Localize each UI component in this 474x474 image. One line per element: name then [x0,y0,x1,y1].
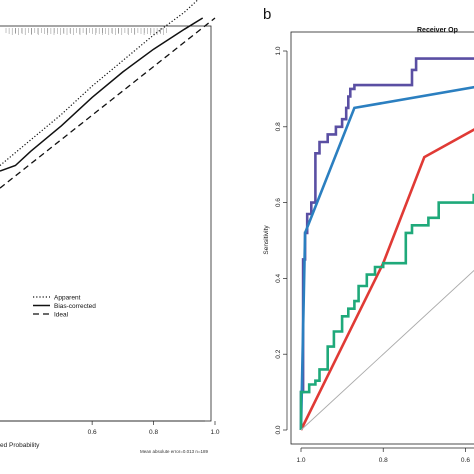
calibration-x-tick-label: 0.8 [149,429,158,436]
roc-y-tick-label: 0.6 [275,198,282,207]
roc-x-tick-label: 1.0 [296,457,305,464]
legend-label: Ideal [54,311,69,318]
legend-label: Apparent [54,294,81,301]
roc-y-tick-label: 0.2 [275,349,282,358]
roc-y-tick-label: 0.8 [275,122,282,131]
calibration-series-dotted [0,0,199,166]
roc-panel: b Receiver Op 0.00.20.40.60.81.0 1.0 0.8 0… [263,6,474,464]
calibration-x-tick-label: 0.6 [88,429,97,436]
calibration-series-solid [0,17,204,172]
roc-series-5 [300,269,474,431]
calibration-series-dashed [0,17,216,189]
roc-y-tick-label: 1.0 [275,46,282,55]
roc-y-tick-label: 0.4 [275,274,282,283]
roc-plot-frame [290,31,474,445]
roc-series-2 [299,85,474,431]
roc-x-tick-label: 0.8 [379,457,388,464]
calibration-x-axis-title: ed Probability [0,442,40,449]
calibration-plot-frame [0,25,212,422]
roc-y-axis: 0.0 0.2 0.4 0.6 0.8 1.0 [275,46,288,435]
calibration-panel: 0.6 0.8 1.0 ed Probability Mean absolute e… [0,0,220,454]
calibration-x-axis: 0.6 0.8 1.0 [0,420,220,436]
calibration-footnote: Mean absolute error=0.013 n=189 [140,449,209,454]
roc-x-axis: 1.0 0.8 0.6 [296,447,474,464]
calibration-x-tick-label: 1.0 [210,429,219,436]
rug-marks [5,28,167,35]
roc-title: Receiver Op [417,27,458,34]
calibration-series [0,0,216,189]
panel-b-label: b [263,6,271,23]
roc-series [299,57,474,431]
legend-label: Bias-corrected [54,303,96,310]
roc-y-axis-title: Sensitivity [263,225,270,255]
roc-series-3 [299,128,474,431]
roc-series-1 [299,57,474,430]
roc-series-4 [299,193,474,430]
roc-x-tick-label: 0.6 [461,457,470,464]
roc-y-tick-label: 0.0 [275,425,282,434]
